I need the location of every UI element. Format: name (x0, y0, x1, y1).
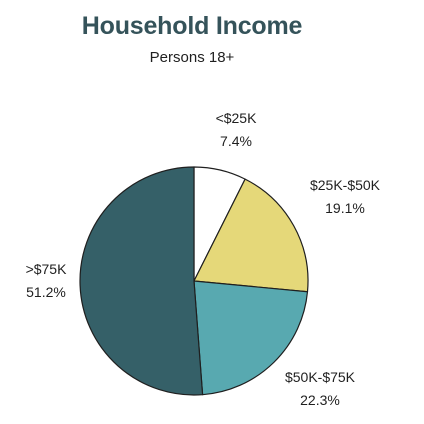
slice-value-label: 7.4% (220, 133, 252, 149)
pie-slice-75k (79, 166, 204, 396)
pie-slice-50k-75k (193, 280, 309, 396)
chart-subtitle: Persons 18+ (149, 49, 235, 66)
slice-value-label: 19.1% (325, 200, 365, 216)
slice-label: >$75K (26, 261, 68, 277)
slice-label: $50K-$75K (285, 369, 356, 385)
chart-title: Household Income (81, 12, 303, 40)
pie-slice-25k-50k (193, 178, 309, 293)
slice-value-label: 22.3% (300, 392, 340, 408)
pie-slices (79, 166, 309, 396)
slice-label: <$25K (216, 110, 258, 126)
slice-label: $25K-$50K (310, 177, 381, 193)
slice-value-label: 51.2% (26, 284, 66, 300)
pie-labels: <$25K 7.4% $25K-$50K 19.1% $50K-$75K 22.3% >$7… (26, 110, 381, 408)
